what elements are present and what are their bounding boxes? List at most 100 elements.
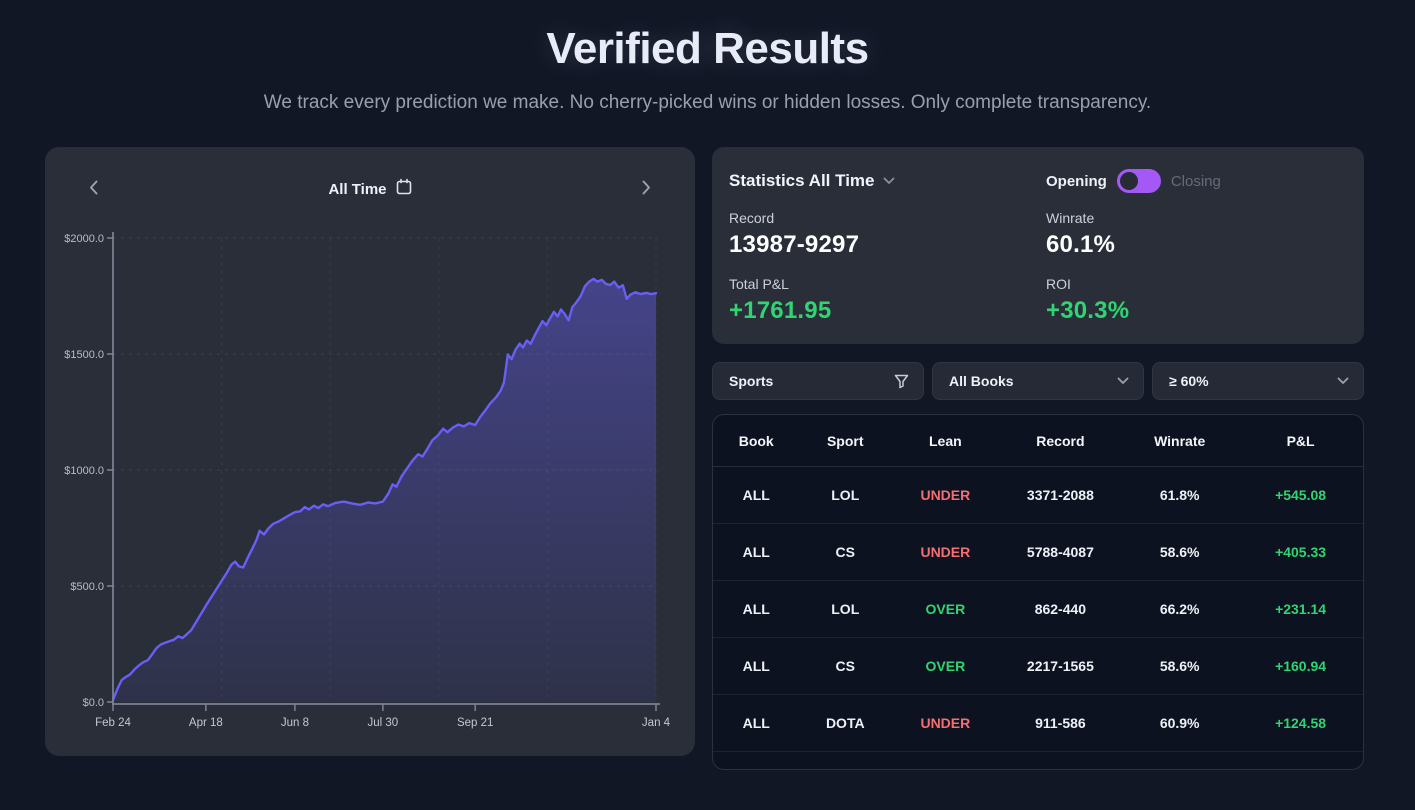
cell-record: 862-440: [1034, 601, 1087, 617]
page-subtitle: We track every prediction we make. No ch…: [263, 92, 1152, 113]
sports-filter-dropdown[interactable]: Sports: [712, 362, 924, 400]
cell-book: ALL: [742, 544, 770, 560]
table-header-row: Book Sport Lean Record Winrate P&L: [713, 415, 1363, 467]
svg-text:$2000.0: $2000.0: [64, 233, 104, 245]
svg-text:Jul 30: Jul 30: [368, 717, 399, 729]
table-row[interactable]: ALL CS UNDER 5788-4087 58.6% +405.33: [713, 524, 1363, 581]
cell-sport: LOL: [831, 487, 860, 503]
prev-period-button[interactable]: [83, 178, 104, 200]
svg-text:$500.0: $500.0: [70, 581, 104, 593]
stat-label: Winrate: [1046, 210, 1095, 226]
opening-closing-toggle[interactable]: [1116, 169, 1161, 193]
cell-sport: CS: [835, 658, 855, 674]
results-table: Book Sport Lean Record Winrate P&L ALL LOL UNDE…: [712, 414, 1364, 770]
cell-pnl: +160.94: [1275, 658, 1327, 674]
cell-winrate: 58.6%: [1159, 658, 1200, 674]
books-filter-label: All Books: [949, 373, 1014, 389]
chevron-left-icon: [89, 180, 98, 198]
cell-pnl: +231.14: [1275, 601, 1327, 617]
filter-bar: Sports All Books ≥ 60%: [712, 362, 1364, 400]
chart-panel: All Time $0.0 $500.0 $1000.0 $1500.0 $2000.0…: [45, 147, 695, 756]
books-filter-dropdown[interactable]: All Books: [932, 362, 1144, 400]
stat-label: Record: [729, 210, 775, 226]
filter-funnel-icon: [894, 374, 909, 389]
cell-lean: UNDER: [920, 544, 971, 560]
stat-winrate: Winrate 60.1%: [1046, 210, 1347, 259]
cell-record: 911-586: [1035, 715, 1086, 731]
svg-text:Jun 8: Jun 8: [281, 717, 309, 729]
svg-text:Jan 4: Jan 4: [642, 717, 671, 729]
main-content: All Time $0.0 $500.0 $1000.0 $1500.0 $2000.0…: [45, 147, 1364, 770]
chevron-down-icon: [1117, 377, 1129, 385]
cell-winrate: 66.2%: [1159, 601, 1200, 617]
stat-total-pnl: Total P&L +1761.95: [729, 276, 1046, 325]
cell-lean: OVER: [925, 658, 966, 674]
cell-winrate: 61.8%: [1159, 487, 1200, 503]
column-header-book: Book: [738, 432, 774, 449]
date-range-control[interactable]: All Time: [328, 178, 411, 200]
cell-pnl: +124.58: [1275, 715, 1327, 731]
toggle-label-closing: Closing: [1170, 172, 1221, 190]
cell-winrate: 60.9%: [1159, 715, 1200, 731]
chevron-down-icon: [883, 172, 895, 190]
cell-record: 5788-4087: [1026, 544, 1094, 560]
right-column: Statistics All Time Opening Closing Reco…: [712, 147, 1364, 770]
table-row[interactable]: ALL LOL OVER 862-440 66.2% +231.14: [713, 581, 1363, 638]
stat-label: ROI: [1046, 276, 1071, 292]
chart-header: All Time: [45, 147, 695, 211]
cell-lean: OVER: [925, 601, 966, 617]
column-header-lean: Lean: [929, 432, 962, 449]
cell-pnl: +405.33: [1275, 544, 1327, 560]
winrate-filter-label: ≥ 60%: [1169, 373, 1209, 389]
toggle-knob: [1119, 172, 1138, 190]
cell-pnl: +545.08: [1275, 487, 1327, 503]
table-row[interactable]: ALL CS OVER 2217-1565 58.6% +160.94: [713, 638, 1363, 695]
next-period-button[interactable]: [636, 178, 657, 200]
cell-book: ALL: [742, 601, 770, 617]
stat-roi: ROI +30.3%: [1046, 276, 1347, 325]
pnl-area-chart[interactable]: $0.0 $500.0 $1000.0 $1500.0 $2000.0 Feb 24 Apr…: [45, 211, 695, 756]
column-header-winrate: Winrate: [1154, 432, 1206, 449]
cell-record: 3371-2088: [1026, 487, 1094, 503]
svg-text:Sep 21: Sep 21: [457, 717, 493, 729]
sports-filter-label: Sports: [729, 373, 774, 389]
page-heading: Verified Results We track every predicti…: [0, 0, 1415, 119]
table-body: ALL LOL UNDER 3371-2088 61.8% +545.08 ALL CS UND…: [713, 467, 1363, 752]
svg-text:Apr 18: Apr 18: [189, 717, 223, 729]
cell-book: ALL: [742, 487, 770, 503]
cell-record: 2217-1565: [1026, 658, 1094, 674]
calendar-icon: [396, 178, 412, 200]
stat-value: 60.1%: [1046, 231, 1116, 258]
stat-value: +30.3%: [1046, 297, 1130, 324]
table-row[interactable]: ALL DOTA UNDER 911-586 60.9% +124.58: [713, 695, 1363, 752]
opening-closing-toggle-group: Opening Closing: [1046, 169, 1347, 193]
cell-book: ALL: [742, 658, 770, 674]
page-title: Verified Results: [546, 24, 869, 73]
chevron-down-icon: [1337, 377, 1349, 385]
stat-value: +1761.95: [729, 297, 832, 324]
stats-panel: Statistics All Time Opening Closing Reco…: [712, 147, 1364, 344]
stats-title-dropdown[interactable]: Statistics All Time: [729, 169, 1046, 193]
stat-record: Record 13987-9297: [729, 210, 1046, 259]
cell-book: ALL: [742, 715, 770, 731]
date-range-label: All Time: [328, 180, 387, 198]
cell-lean: UNDER: [920, 715, 971, 731]
cell-sport: DOTA: [825, 715, 865, 731]
column-header-record: Record: [1036, 432, 1085, 449]
stats-title: Statistics All Time: [729, 171, 875, 190]
column-header-sport: Sport: [826, 432, 864, 449]
svg-text:Feb 24: Feb 24: [95, 717, 131, 729]
cell-sport: LOL: [831, 601, 860, 617]
cell-sport: CS: [835, 544, 855, 560]
svg-text:$0.0: $0.0: [83, 697, 104, 709]
column-header-pl: P&L: [1286, 432, 1315, 449]
stat-label: Total P&L: [729, 276, 789, 292]
cell-lean: UNDER: [920, 487, 971, 503]
svg-text:$1000.0: $1000.0: [64, 465, 104, 477]
stat-value: 13987-9297: [729, 231, 860, 258]
table-row[interactable]: ALL LOL UNDER 3371-2088 61.8% +545.08: [713, 467, 1363, 524]
svg-text:$1500.0: $1500.0: [64, 349, 104, 361]
winrate-filter-dropdown[interactable]: ≥ 60%: [1152, 362, 1364, 400]
chevron-right-icon: [642, 180, 651, 198]
toggle-label-opening: Opening: [1046, 172, 1107, 190]
